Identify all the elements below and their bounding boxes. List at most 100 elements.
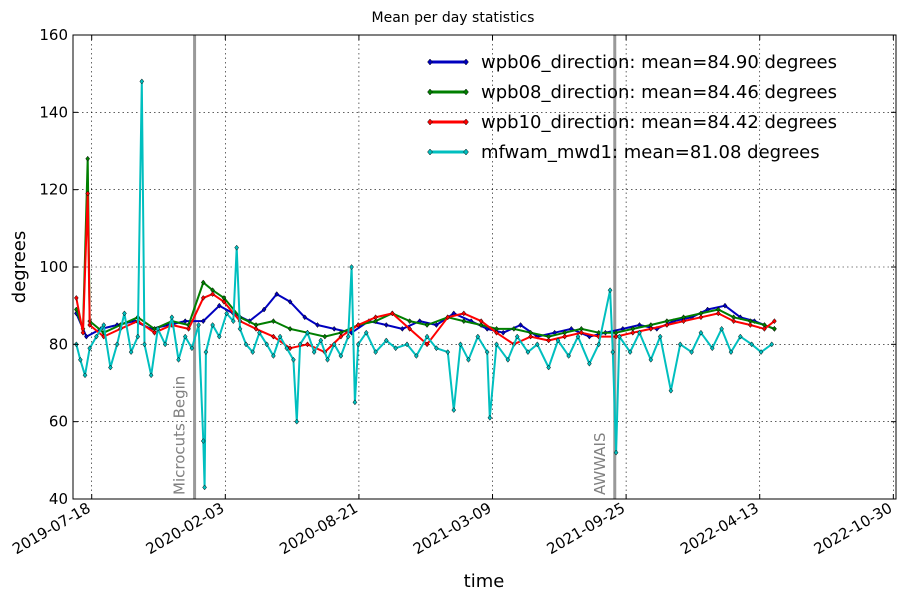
series-3-point-61 [466,356,471,363]
series-0-point-1 [84,333,89,340]
series-2-point-38 [664,322,670,328]
series-line-0 [75,293,775,338]
series-3-point-51 [373,349,378,355]
series-3-point-17 [176,356,181,363]
series-2-point-15 [271,333,276,340]
series-3-point-87 [698,329,704,336]
series-line-2 [75,192,776,354]
series-1-point-27 [478,322,484,328]
grid [73,35,896,499]
series-0-point-21 [400,325,405,332]
y-ticks: 40 60 80 100 120 140 160 [39,26,896,508]
series-2-point-22 [389,310,395,317]
series-3-point-45 [338,353,344,359]
series-2-point-12 [221,298,227,305]
series-0-point-8 [200,318,206,325]
ytick-label-1: 60 [49,413,68,431]
xtick-label-1: 2020-02-03 [143,499,228,558]
series-3-point-2 [82,372,88,379]
series-3-point-4 [94,333,99,340]
legend-marker-2-1 [463,118,469,126]
xtick-label-6: 2022-10-30 [811,499,896,558]
series-3-point-57 [434,345,439,352]
series-3-point-47 [349,264,354,270]
series-2-point-21 [373,314,378,321]
series-3-point-18 [182,333,188,340]
y-axis-label: degrees [9,231,30,303]
series-3-point-31 [250,349,256,355]
series-3-point-15 [162,341,168,348]
series-3-point-52 [383,337,389,344]
series-3-point-62 [475,333,481,340]
series-1-point-16 [287,325,293,332]
xtick-label-2: 2020-08-21 [276,499,361,558]
series-3-point-5 [101,322,107,328]
legend-label-3: mfwam_mwd1: mean=81.08 degrees [481,142,820,163]
series-3-point-65 [494,341,499,348]
series-2-point-43 [748,322,753,328]
series-0-point-13 [274,291,280,297]
series-3-point-9 [128,349,134,355]
series-3-point-19 [189,345,195,352]
series-3-point-33 [264,341,270,348]
series-0-point-17 [331,325,337,332]
event-label-0: Microcuts Begin [171,376,189,495]
series-3-point-36 [284,345,290,352]
series-3-point-38 [294,418,300,425]
series-3-point-77 [610,349,616,355]
series-3-point-44 [331,341,337,348]
series-1-point-45 [772,325,777,332]
ytick-label-3: 100 [39,258,68,276]
series-2-point-41 [715,310,721,317]
series-3-point-56 [424,333,430,340]
series-0-point-20 [383,322,389,328]
chart-title: Mean per day statistics [372,10,535,26]
series-3-point-60 [458,341,463,348]
series-2-point-19 [338,333,344,340]
series-3-point-58 [445,349,451,355]
series-2-point-42 [731,318,736,325]
series-2-point-0 [74,295,79,301]
series-0-point-28 [518,322,523,328]
series-3-point-35 [277,333,283,340]
series-0-point-14 [287,298,293,305]
series-3-point-92 [749,341,755,348]
series-3-point-11 [139,78,145,85]
series-3-point-20 [196,322,201,328]
series-3-point-75 [596,341,602,348]
series-3-point-26 [224,310,229,317]
series-2-point-37 [648,325,654,332]
series-3-point-80 [627,349,633,355]
series-3-point-16 [169,314,175,321]
series-2-point-28 [494,329,499,336]
series-2-point-23 [407,325,413,332]
series-3-point-34 [271,353,276,359]
series-3-point-82 [648,356,654,363]
legend-marker-1-1 [463,88,469,96]
series-3-point-24 [210,322,215,328]
xtick-label-5: 2022-04-13 [677,499,762,558]
series-2-point-20 [355,322,361,328]
series-3-point-42 [318,337,324,344]
series-3-point-39 [297,341,303,348]
legend-marker-1-0 [427,88,433,96]
series-3-point-71 [555,337,561,344]
series-3-point-37 [291,356,296,363]
series-3-point-10 [135,333,141,340]
series-3-point-78 [613,449,619,456]
series-2-point-40 [698,314,704,321]
legend-marker-0-1 [463,58,469,66]
series-0-point-15 [302,314,308,321]
series-2-point-9 [186,325,191,332]
series-1-point-10 [200,279,206,286]
series-3-point-32 [257,329,262,336]
series-3-point-89 [719,325,724,332]
series-3-point-81 [637,329,642,336]
series-3-point-73 [575,333,581,340]
series-2-point-39 [681,318,686,325]
series-3-point-74 [587,360,592,367]
series-2-point-27 [478,318,484,325]
legend-marker-2-0 [427,118,433,126]
series-3-point-67 [514,333,520,340]
plot-frame [72,34,897,500]
